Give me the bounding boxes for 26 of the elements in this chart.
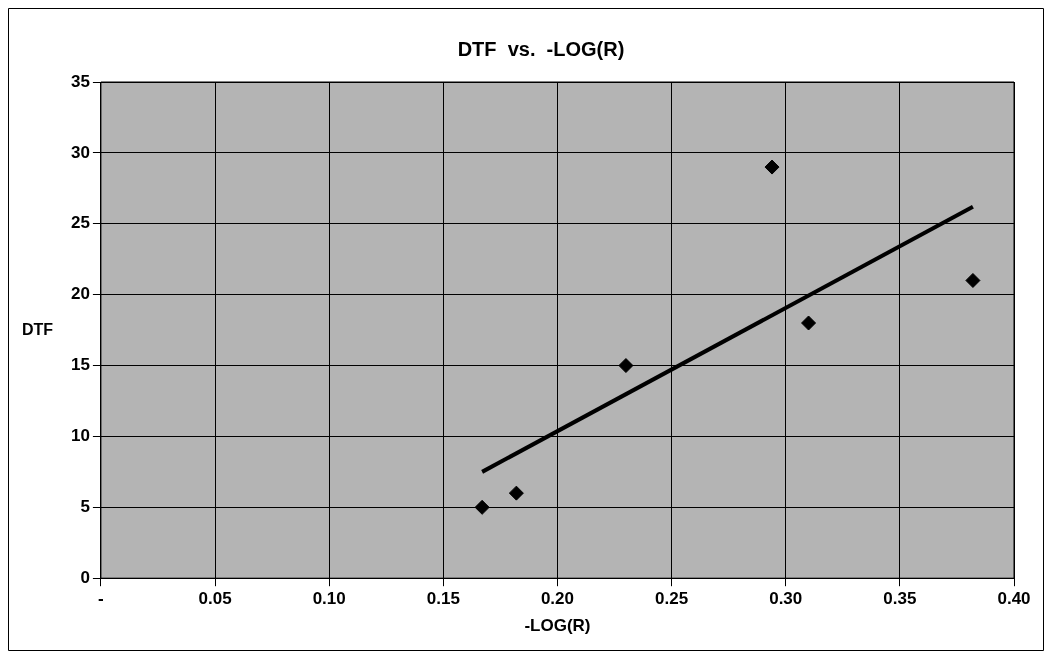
x-tick-label: 0.10 [312,589,346,609]
y-tick-label: 5 [80,497,90,516]
point [801,315,817,331]
y-tick-label: 10 [70,426,90,446]
x-axis-title: -LOG(R) [524,616,591,636]
x-tick-label: 0.20 [540,589,574,609]
y-tick-label: 20 [70,284,90,304]
point [508,485,524,501]
x-tick-label: 0.30 [769,589,803,609]
y-tick-label: 15 [70,355,90,375]
y-tick-label: 0 [80,567,90,587]
chart-title: DTF vs. -LOG(R) [457,37,625,60]
point [764,159,780,175]
y-axis-title: DTF [22,320,54,338]
y-tick-label: 30 [70,142,90,162]
x-tick-label: 0.40 [997,589,1031,609]
point [965,272,981,288]
y-tick-label: 35 [70,71,90,91]
x-tick-label: 0.25 [655,589,689,609]
x-tick-label: 0.35 [883,589,917,609]
point [618,358,634,374]
y-tick-label: 25 [70,213,90,233]
x-tick-label: 0.05 [198,589,232,609]
x-tick-label: - [98,589,104,609]
x-tick-label: 0.15 [426,589,460,609]
point [474,499,490,515]
